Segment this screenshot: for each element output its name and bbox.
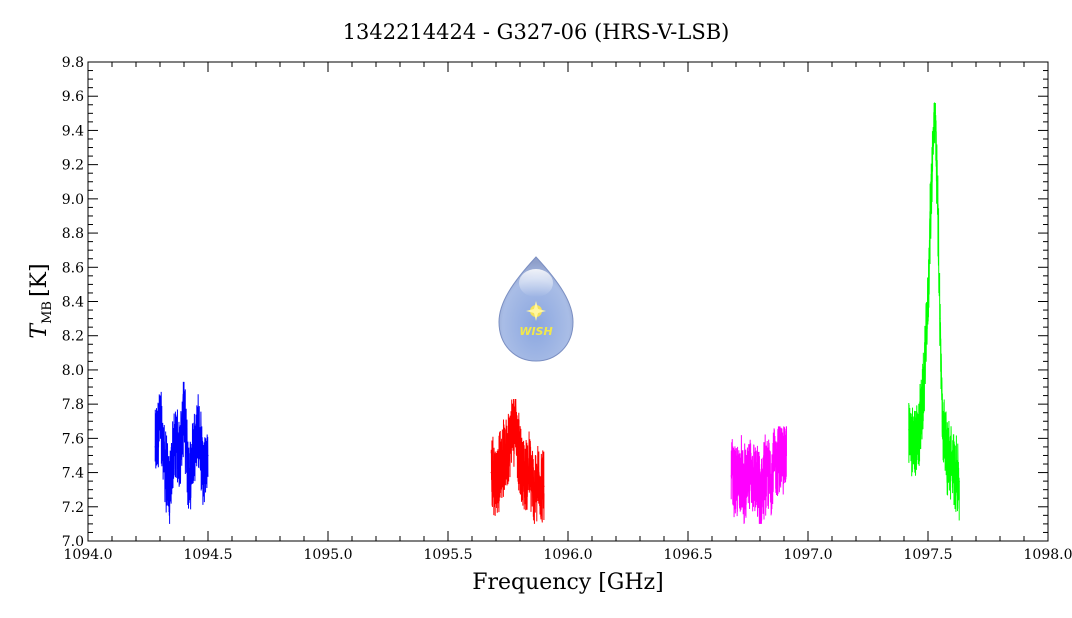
- x-tick-label: 1094.5: [184, 547, 233, 563]
- data-point: [939, 318, 941, 320]
- data-point: [749, 468, 752, 470]
- star-icon: [526, 301, 546, 321]
- y-axis-label-subscript: MB: [40, 301, 55, 324]
- data-point: [922, 394, 924, 397]
- y-axis-label-symbol: T: [27, 322, 52, 339]
- data-point: [519, 463, 521, 465]
- data-point: [543, 485, 545, 487]
- y-axis-label: TMB [K]: [27, 263, 55, 338]
- data-point: [500, 463, 502, 465]
- data-point: [754, 480, 756, 482]
- data-point: [202, 471, 204, 474]
- y-tick-label: 9.8: [62, 55, 84, 71]
- data-point: [740, 471, 742, 474]
- x-tick-label: 1097.5: [904, 547, 953, 563]
- series-line: [730, 426, 787, 524]
- y-tick-label: 7.4: [62, 466, 84, 482]
- y-axis-label-unit: [K]: [27, 263, 52, 297]
- data-point: [490, 471, 492, 474]
- wish-logo: WISH: [498, 256, 574, 362]
- y-tick-label: 9.0: [62, 192, 84, 208]
- data-point: [207, 454, 209, 457]
- x-tick-label: 1095.0: [304, 547, 353, 563]
- data-point: [164, 463, 166, 465]
- data-point: [778, 458, 780, 460]
- data-point: [769, 475, 771, 477]
- y-tick-label: 9.2: [62, 158, 84, 174]
- y-tick-label: 8.8: [62, 226, 84, 242]
- series-1: [490, 399, 545, 524]
- data-point: [927, 300, 929, 303]
- x-tick-label: 1096.0: [544, 547, 593, 563]
- data-point: [730, 475, 732, 477]
- data-point: [524, 475, 526, 477]
- y-tick-label: 8.2: [62, 329, 84, 345]
- x-tick-label: 1094.0: [64, 547, 113, 563]
- data-point: [735, 485, 737, 487]
- data-point: [773, 463, 776, 465]
- data-point: [538, 480, 540, 482]
- series-0: [154, 381, 209, 524]
- data-point: [745, 489, 747, 491]
- data-point: [937, 198, 939, 200]
- data-point: [913, 446, 915, 448]
- x-tick-label: 1097.0: [784, 547, 833, 563]
- x-tick-label: 1098.0: [1024, 547, 1072, 563]
- data-point: [197, 429, 199, 431]
- data-point: [495, 480, 497, 482]
- series-line: [154, 381, 209, 516]
- x-tick-label: 1096.5: [664, 547, 713, 563]
- axes: 1094.0 1094.5 1095.0 1095.5 1096.0 1096.5 1097…: [62, 55, 1072, 563]
- y-tick-label: 8.6: [62, 260, 84, 276]
- y-tick-label: 7.2: [62, 500, 84, 516]
- series-line: [908, 102, 960, 512]
- y-tick-label: 7.6: [62, 431, 84, 447]
- wish-logo-text: WISH: [519, 325, 552, 338]
- data-point: [932, 146, 934, 149]
- data-point: [529, 468, 531, 470]
- data-point: [509, 437, 511, 439]
- data-point: [917, 437, 920, 439]
- data-point: [188, 480, 190, 482]
- x-tick-label: 1095.5: [424, 547, 473, 563]
- series-3: [908, 102, 960, 521]
- data-point: [193, 446, 195, 448]
- y-tick-label: 9.6: [62, 89, 84, 105]
- data-point: [159, 420, 161, 422]
- series-line: [490, 399, 545, 523]
- svg-text:TMB[K]: TMB [K]: [27, 263, 55, 338]
- plot-frame: [87, 61, 1049, 542]
- data-point: [178, 454, 180, 457]
- y-tick-label: 7.0: [62, 534, 84, 550]
- y-tick-label: 8.4: [62, 295, 84, 311]
- data-series: [154, 102, 960, 524]
- y-tick-label: 9.4: [62, 123, 84, 139]
- data-point: [941, 420, 944, 422]
- y-tick-label: 7.8: [62, 397, 84, 413]
- data-point: [505, 454, 507, 457]
- data-point: [946, 454, 948, 457]
- series-2: [730, 426, 788, 524]
- data-point: [929, 215, 932, 217]
- y-tick-label: 8.0: [62, 363, 84, 379]
- chart-title: 1342214424 - G327-06 (HRS-V-LSB): [343, 20, 730, 44]
- data-point: [951, 463, 953, 465]
- data-point: [908, 429, 910, 431]
- x-axis-label: Frequency [GHz]: [472, 570, 664, 595]
- data-point: [173, 437, 175, 439]
- data-point: [154, 446, 156, 448]
- data-point: [764, 471, 766, 474]
